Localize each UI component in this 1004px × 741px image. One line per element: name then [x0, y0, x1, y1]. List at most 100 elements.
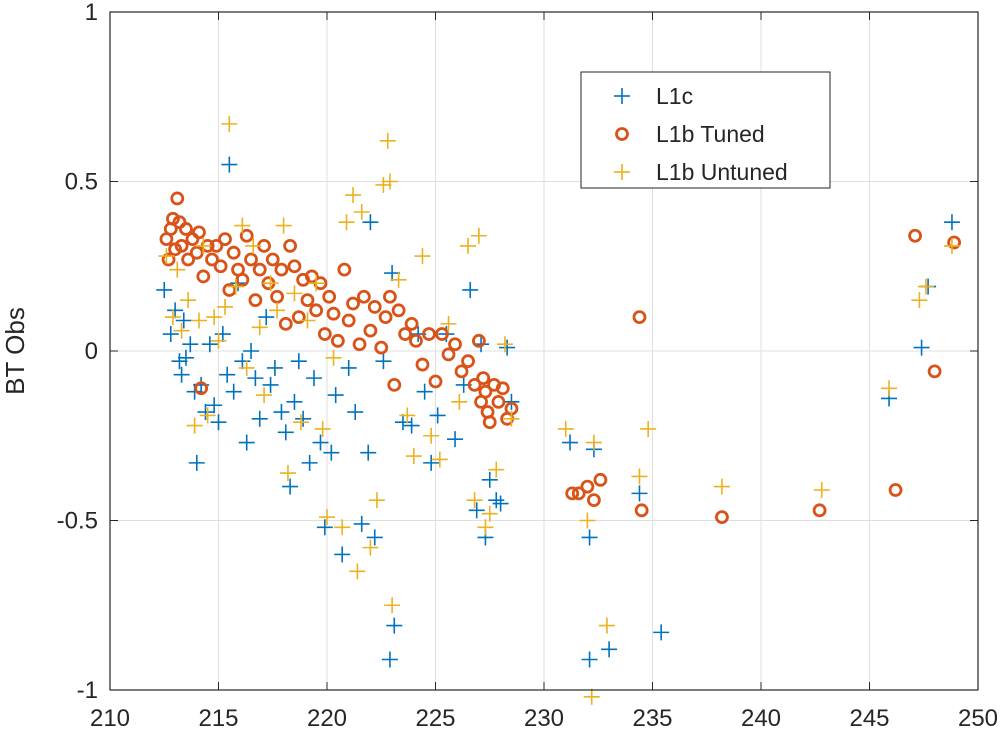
data-point — [415, 357, 430, 372]
data-point — [911, 292, 928, 309]
data-point — [337, 262, 352, 277]
y-tick-label: 1 — [85, 0, 98, 26]
data-point — [274, 262, 289, 277]
data-point — [167, 302, 184, 319]
data-point — [381, 651, 398, 668]
data-point — [273, 404, 290, 421]
y-tick-label: -1 — [77, 677, 98, 704]
data-point — [579, 512, 596, 529]
data-point — [495, 381, 510, 396]
data-point — [917, 278, 934, 295]
data-point — [398, 327, 413, 341]
data-point — [381, 173, 398, 190]
data-point — [319, 509, 335, 526]
data-point — [174, 239, 189, 253]
data-point — [632, 310, 647, 325]
data-point — [221, 156, 238, 173]
data-point — [347, 404, 364, 421]
data-point — [448, 337, 462, 352]
data-point — [326, 306, 341, 321]
data-point — [312, 434, 329, 451]
data-point — [428, 374, 443, 389]
data-point — [256, 387, 273, 404]
data-point — [169, 261, 186, 278]
data-point — [195, 237, 212, 254]
data-point — [158, 248, 175, 265]
data-point — [481, 471, 498, 488]
data-point — [461, 354, 475, 369]
data-point — [631, 468, 648, 485]
data-point — [248, 293, 263, 308]
data-point — [367, 300, 382, 314]
data-point — [180, 292, 197, 309]
data-point — [460, 237, 477, 254]
x-tick-label: 230 — [524, 705, 564, 732]
data-point — [338, 214, 355, 231]
data-point — [186, 417, 203, 434]
data-point — [205, 252, 219, 267]
data-point — [476, 371, 491, 386]
data-point — [581, 651, 598, 668]
data-point — [454, 364, 469, 379]
x-tick-label: 250 — [958, 705, 998, 732]
legend-marker — [615, 127, 629, 141]
data-point — [943, 214, 960, 231]
data-point — [206, 397, 223, 414]
legend-marker — [614, 88, 630, 104]
data-point — [238, 359, 255, 376]
data-point — [278, 316, 293, 331]
data-point — [290, 353, 307, 370]
data-point — [491, 394, 506, 409]
data-point — [416, 383, 433, 400]
data-point — [363, 323, 378, 338]
data-point — [199, 407, 216, 424]
data-point — [571, 486, 586, 501]
data-point — [374, 340, 389, 355]
data-point — [383, 289, 397, 304]
data-point — [496, 336, 513, 353]
data-point — [292, 414, 309, 431]
data-point — [243, 343, 260, 359]
data-point — [387, 377, 402, 392]
data-point — [317, 327, 332, 341]
data-point — [210, 414, 227, 431]
data-point — [175, 312, 192, 329]
data-point — [481, 505, 498, 522]
data-point — [360, 444, 377, 461]
data-point — [286, 285, 303, 302]
data-point — [266, 359, 283, 376]
data-point — [192, 225, 206, 240]
data-point — [210, 332, 227, 349]
data-point — [156, 281, 173, 298]
data-point — [304, 269, 319, 284]
legend-item-2[interactable]: L1b Untuned — [614, 159, 788, 185]
data-point — [468, 502, 485, 519]
legend-item-1[interactable]: L1b Tuned — [615, 121, 765, 147]
data-point — [340, 359, 357, 376]
data-point — [488, 492, 505, 509]
series-0 — [156, 156, 960, 668]
data-point — [173, 366, 190, 383]
data-point — [943, 237, 960, 254]
data-point — [913, 339, 930, 356]
data-point — [234, 353, 251, 370]
data-point — [316, 519, 333, 536]
data-point — [477, 519, 494, 536]
data-point — [375, 353, 392, 370]
data-point — [221, 115, 238, 132]
data-point — [309, 303, 324, 318]
legend[interactable]: L1c L1b Tuned L1b Untuned — [580, 71, 831, 189]
data-point — [262, 275, 279, 292]
data-point — [235, 272, 250, 287]
data-point — [277, 424, 294, 441]
series-2 — [158, 115, 960, 705]
legend-item-0[interactable]: L1c — [614, 83, 693, 109]
data-point — [447, 431, 464, 448]
data-point — [177, 349, 194, 366]
data-point — [179, 222, 193, 236]
data-point — [162, 326, 179, 343]
data-point — [286, 393, 303, 410]
data-point — [234, 217, 251, 234]
data-point — [482, 415, 497, 430]
data-point — [214, 326, 231, 343]
